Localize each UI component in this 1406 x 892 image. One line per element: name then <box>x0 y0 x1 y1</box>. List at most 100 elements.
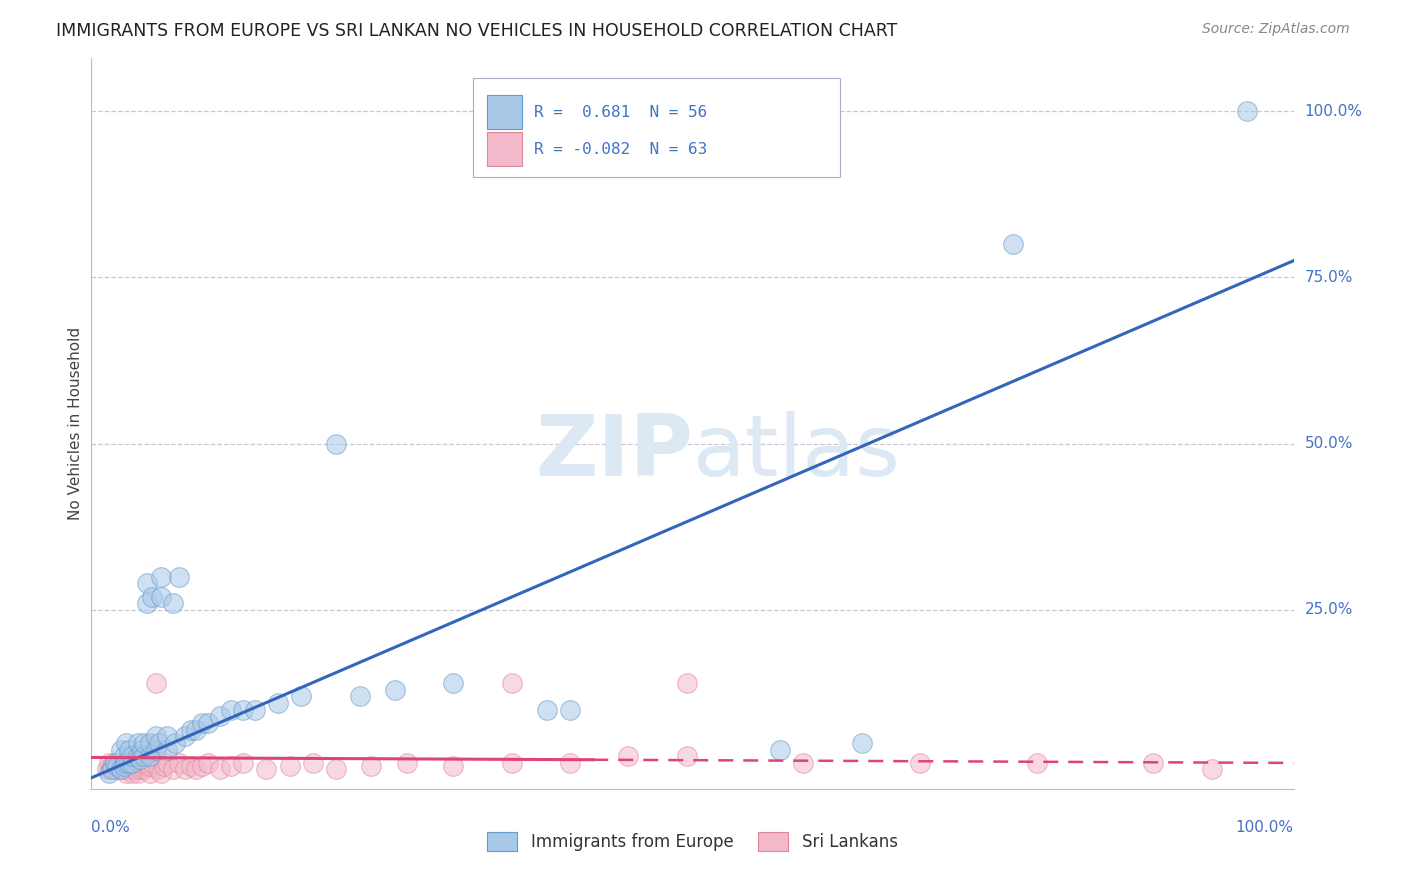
Point <box>267 696 290 710</box>
Point <box>208 763 231 777</box>
Point <box>121 765 143 780</box>
Point <box>141 756 163 770</box>
Text: 50.0%: 50.0% <box>1305 436 1353 451</box>
Point <box>127 765 149 780</box>
Point <box>125 756 148 770</box>
Point <box>127 759 149 773</box>
Point <box>127 736 149 750</box>
Point <box>132 736 155 750</box>
Point <box>112 759 135 773</box>
Point <box>441 676 464 690</box>
Text: atlas: atlas <box>692 411 900 494</box>
Text: 100.0%: 100.0% <box>1305 103 1362 119</box>
Point <box>150 765 173 780</box>
Point <box>325 763 347 777</box>
Point <box>139 749 162 764</box>
Point <box>121 759 143 773</box>
Point <box>118 756 141 770</box>
Point <box>97 765 120 780</box>
Point <box>104 756 127 770</box>
Point <box>769 742 792 756</box>
Point <box>173 763 195 777</box>
Point <box>290 690 312 704</box>
Point <box>191 759 214 773</box>
Point <box>110 742 132 756</box>
Legend: Immigrants from Europe, Sri Lankans: Immigrants from Europe, Sri Lankans <box>481 825 904 858</box>
Point <box>851 736 873 750</box>
Point <box>132 763 155 777</box>
Point <box>132 749 155 764</box>
Point <box>110 763 132 777</box>
Point <box>135 759 157 773</box>
Point <box>173 729 195 743</box>
Point <box>208 709 231 723</box>
Text: R = -0.082  N = 63: R = -0.082 N = 63 <box>534 142 707 157</box>
Point <box>145 676 167 690</box>
Text: 100.0%: 100.0% <box>1236 820 1294 835</box>
Point <box>105 763 128 777</box>
Point <box>121 756 143 770</box>
Point <box>675 676 697 690</box>
Point <box>1236 104 1258 119</box>
Point <box>110 763 132 777</box>
Point <box>139 759 162 773</box>
Point <box>112 749 135 764</box>
Point <box>302 756 325 770</box>
Point <box>139 736 162 750</box>
Point <box>105 759 128 773</box>
Point <box>167 756 190 770</box>
Point <box>121 749 143 764</box>
Point <box>112 756 135 770</box>
Point <box>180 759 202 773</box>
Y-axis label: No Vehicles in Household: No Vehicles in Household <box>67 327 83 520</box>
Point <box>129 752 152 766</box>
Point <box>146 763 169 777</box>
Text: 0.0%: 0.0% <box>91 820 131 835</box>
Point <box>131 742 153 756</box>
Point <box>131 756 153 770</box>
Point <box>675 749 697 764</box>
Point <box>162 763 184 777</box>
Point <box>145 742 167 756</box>
Point <box>360 759 382 773</box>
Point <box>243 703 266 717</box>
Point <box>107 759 129 773</box>
Point <box>118 756 141 770</box>
Point <box>118 742 141 756</box>
Point <box>150 590 173 604</box>
Point <box>256 763 278 777</box>
Point <box>97 756 120 770</box>
Point <box>501 676 523 690</box>
Point <box>101 763 124 777</box>
Point <box>165 736 187 750</box>
Text: 25.0%: 25.0% <box>1305 602 1353 617</box>
Point <box>1142 756 1164 770</box>
Point <box>104 763 127 777</box>
Point <box>441 759 464 773</box>
Point <box>197 715 219 730</box>
Point <box>197 756 219 770</box>
Point <box>1025 756 1047 770</box>
Point <box>186 763 208 777</box>
Point <box>908 756 931 770</box>
Point <box>100 763 122 777</box>
Point <box>1002 237 1025 252</box>
Point <box>349 690 371 704</box>
Point <box>395 756 418 770</box>
Point <box>221 703 243 717</box>
Point <box>792 756 814 770</box>
Point <box>118 763 141 777</box>
Point <box>191 715 214 730</box>
Text: ZIP: ZIP <box>534 411 692 494</box>
Point <box>124 763 146 777</box>
Point <box>278 759 301 773</box>
Point <box>180 723 202 737</box>
Point <box>167 569 190 583</box>
Point <box>221 759 243 773</box>
Point <box>136 576 159 591</box>
Point <box>96 763 118 777</box>
Point <box>141 590 163 604</box>
Point <box>150 569 173 583</box>
Point <box>156 742 179 756</box>
Text: IMMIGRANTS FROM EUROPE VS SRI LANKAN NO VEHICLES IN HOUSEHOLD CORRELATION CHART: IMMIGRANTS FROM EUROPE VS SRI LANKAN NO … <box>56 22 897 40</box>
